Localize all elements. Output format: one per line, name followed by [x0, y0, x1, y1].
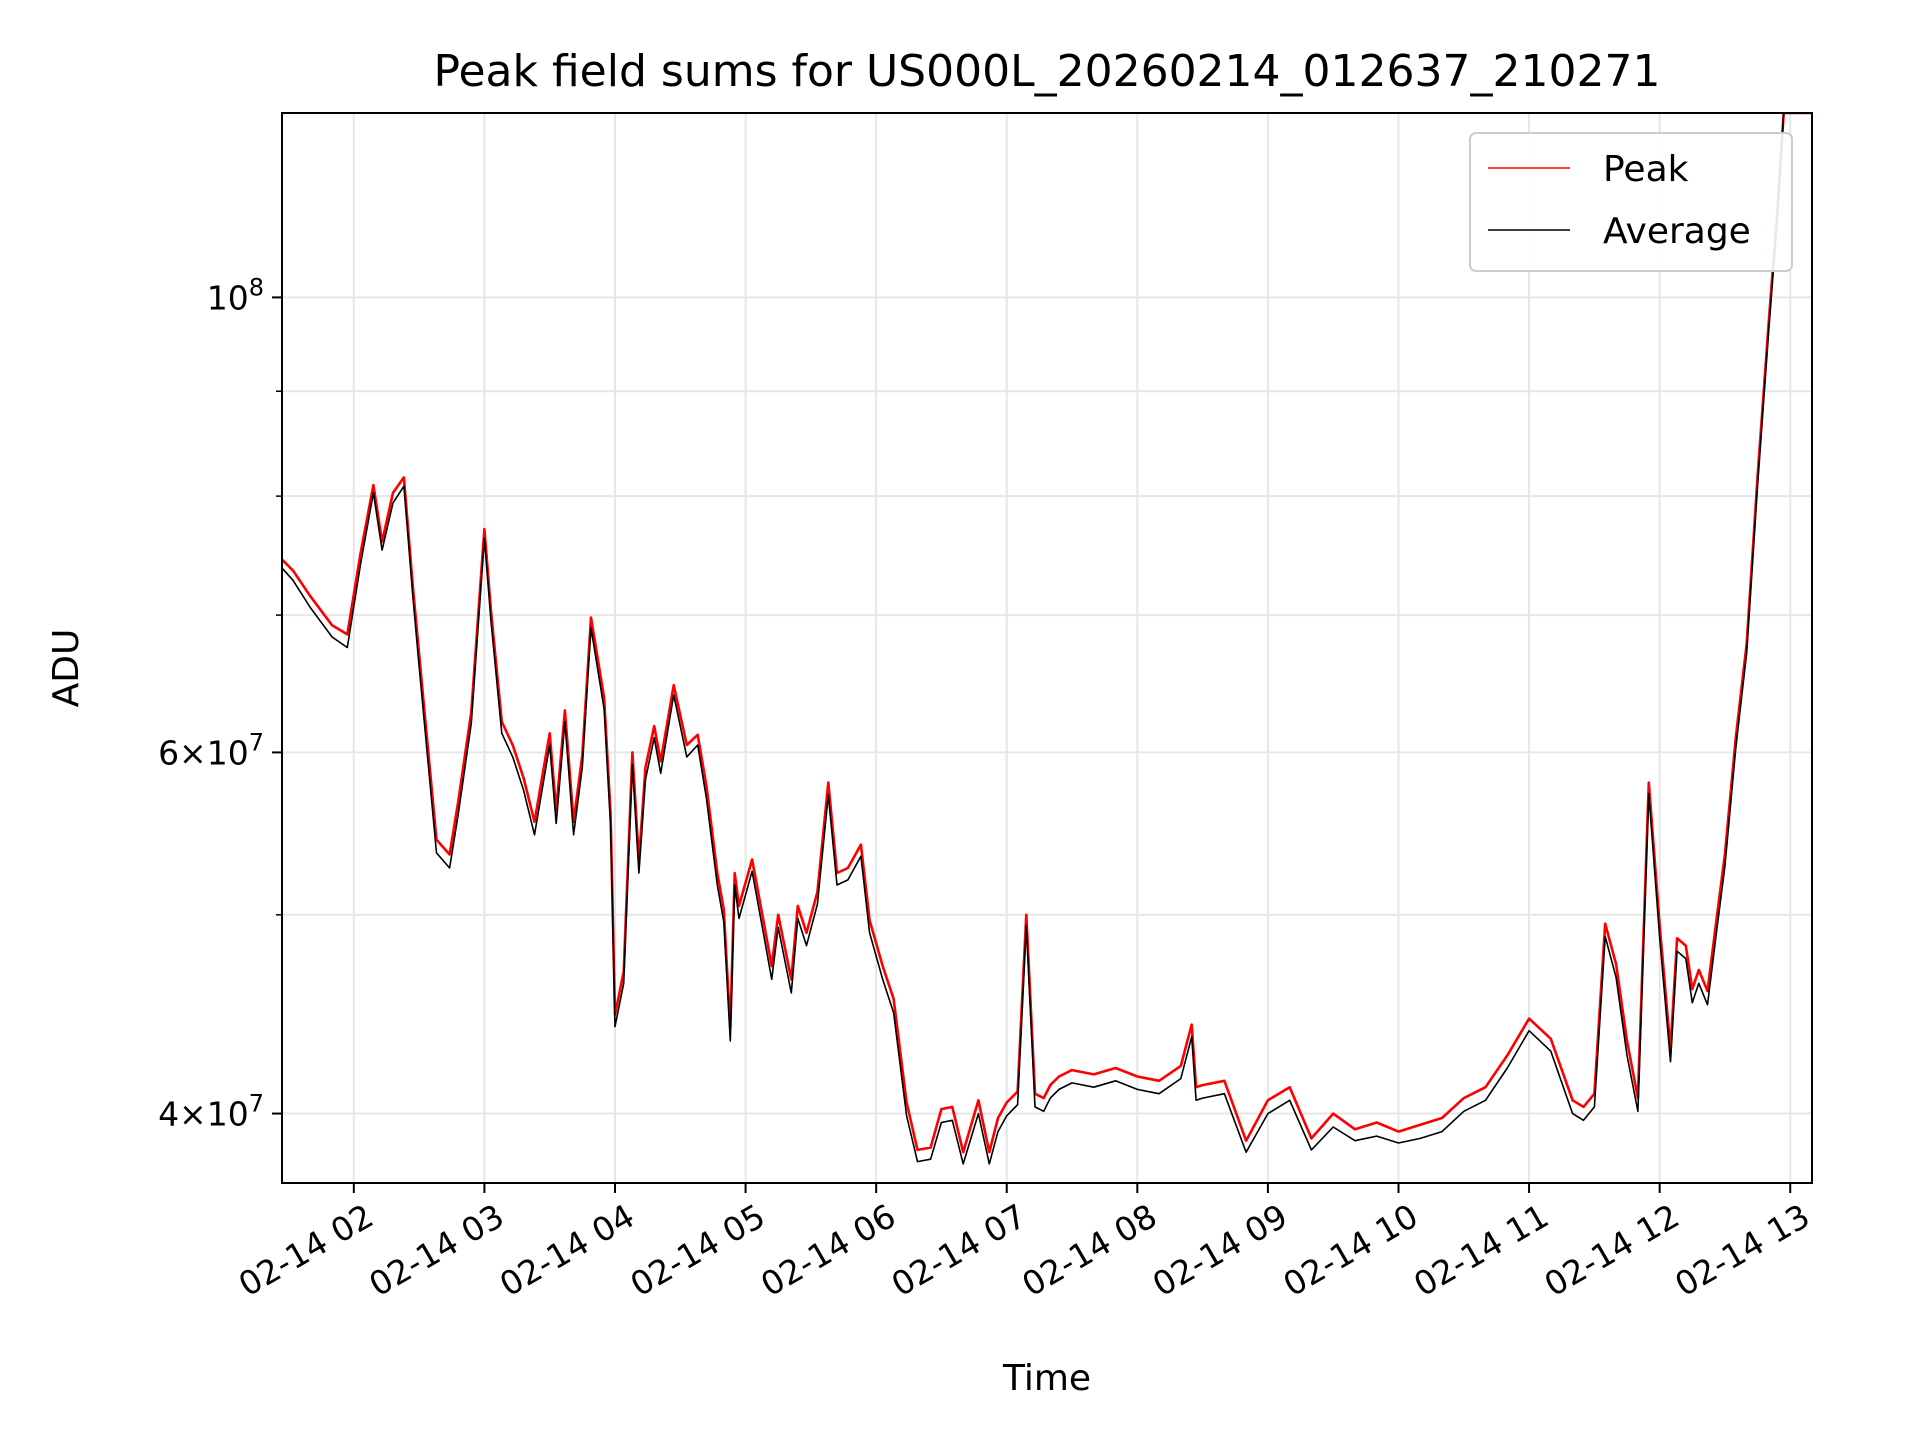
series-line-average [282, 113, 1812, 1165]
y-tick-base: 10 [207, 733, 249, 772]
legend-peak-label: Peak [1603, 149, 1689, 190]
plot-frame [281, 112, 1813, 1184]
y-tick-mantissa: 6× [158, 733, 207, 772]
y-tick-base: 10 [207, 1095, 249, 1134]
y-axis-title: ADU [46, 629, 87, 708]
y-tick-mantissa: 4× [158, 1095, 207, 1134]
grid-layer [282, 113, 1812, 1183]
series-layer [282, 113, 1812, 1165]
y-tick-exponent: 7 [249, 1090, 264, 1118]
chart-title: Peak field sums for US000L_20260214_0126… [434, 46, 1661, 97]
y-tick-exponent: 8 [249, 273, 264, 301]
y-tick-exponent: 7 [249, 728, 264, 756]
y-tick-label: 108 [207, 273, 264, 317]
series-line-peak [282, 113, 1812, 1154]
y-tick-label: 4×107 [158, 1090, 264, 1134]
y-tick-base: 10 [207, 278, 249, 317]
legend: Peak Average [1469, 132, 1793, 272]
legend-average-label: Average [1603, 211, 1751, 252]
x-axis-title: Time [1002, 1358, 1091, 1399]
y-tick-label: 6×107 [158, 728, 264, 772]
